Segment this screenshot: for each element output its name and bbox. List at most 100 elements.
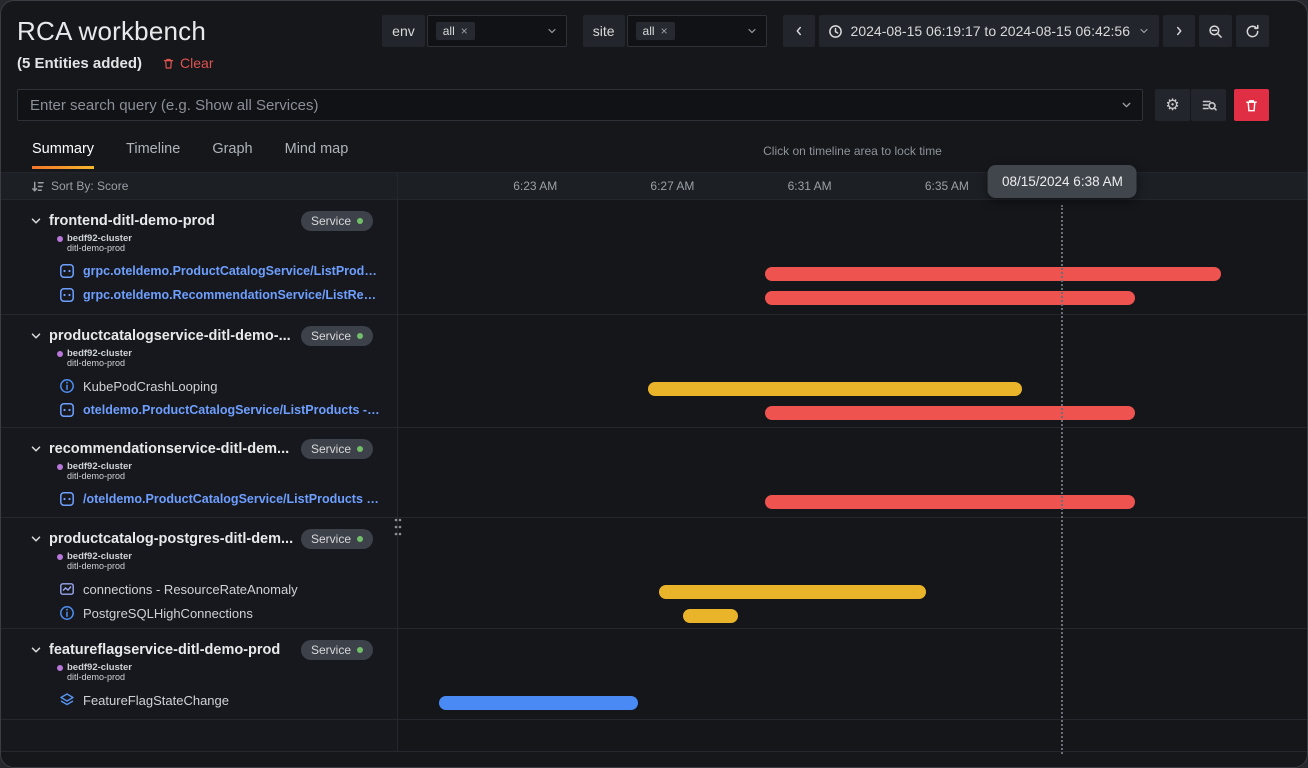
tab-summary[interactable]: Summary [32,141,95,169]
time-range-controls: 2024-08-15 06:19:17 to 2024-08-15 06:42:… [782,15,1269,47]
namespace-name: ditl-demo-prod [67,243,126,254]
alert-info-icon [59,378,75,394]
timeline-lane [398,518,1307,628]
timeline-bar[interactable] [765,267,1222,281]
axis-tick-label: 6:23 AM [513,179,558,193]
query-tools: ⚙ [1155,89,1226,121]
entity-signal[interactable]: oteldemo.ProductCatalogService/ListProdu… [59,398,385,422]
entity-row: frontend-ditl-demo-prod Service bedf92-clu… [1,200,1307,315]
timeline-bar[interactable] [682,609,738,623]
delete-query-button[interactable] [1234,89,1269,121]
signal-label[interactable]: PostgreSQLHighConnections [83,605,253,621]
api-call-icon [59,287,75,303]
entity-type-label: Service [310,442,351,456]
chevron-down-icon[interactable] [29,643,43,657]
chevron-down-icon[interactable] [29,532,43,546]
chevron-down-icon[interactable] [1120,99,1133,112]
time-shift-forward-button[interactable] [1163,15,1195,47]
site-selected-chip: all × [635,22,675,40]
top-bar: RCA workbench env all × site [1,1,1307,49]
search-list-icon [1202,100,1217,111]
refresh-button[interactable] [1236,15,1269,47]
entity-type-badge: Service [300,529,373,549]
signal-link[interactable]: grpc.oteldemo.RecommendationService/List… [83,288,383,303]
timeline-bar[interactable] [439,696,639,710]
chevron-down-icon[interactable] [29,329,43,343]
tab-graph[interactable]: Graph [212,141,253,157]
signal-link[interactable]: grpc.oteldemo.ProductCatalogService/List… [83,264,383,279]
entity-signal[interactable]: grpc.oteldemo.RecommendationService/List… [59,283,385,307]
tab-mind-map[interactable]: Mind map [284,141,349,157]
chevron-down-icon [546,25,558,37]
trash-icon [1246,99,1257,111]
entity-cell: featureflagservice-ditl-demo-prod Service… [1,629,398,719]
env-selected-value: all [442,24,455,38]
timeline-lane [398,428,1307,517]
gear-icon: ⚙ [1165,97,1180,114]
signal-label[interactable]: KubePodCrashLooping [83,378,218,394]
chevron-down-icon[interactable] [29,214,43,228]
entity-title[interactable]: featureflagservice-ditl-demo-prod [49,642,281,658]
zoom-out-time-button[interactable] [1199,15,1232,47]
query-inspector-button[interactable] [1191,89,1226,121]
search-input[interactable] [17,89,1143,121]
entity-title[interactable]: recommendationservice-ditl-dem... [49,441,290,457]
health-dot [357,446,363,452]
cluster-dot [57,554,63,561]
health-dot [357,647,363,653]
time-range-picker-button[interactable]: 2024-08-15 06:19:17 to 2024-08-15 06:42:… [818,15,1159,47]
api-call-icon [59,402,75,418]
panel-resize-handle[interactable] [394,515,402,539]
signal-link[interactable]: oteldemo.ProductCatalogService/ListProdu… [83,403,383,418]
cluster-name: bedf92-cluster [67,233,132,244]
entity-type-badge: Service [300,640,373,660]
env-select[interactable]: all × [426,15,567,47]
entity-signal[interactable]: PostgreSQLHighConnections [59,601,385,625]
clear-entities-button[interactable]: Clear [162,55,214,71]
site-selected-value: all [642,24,655,38]
entity-signal[interactable]: grpc.oteldemo.ProductCatalogService/List… [59,259,385,283]
axis-tick-label: 6:35 AM [924,179,969,193]
summary-content: frontend-ditl-demo-prod Service bedf92-clu… [1,200,1307,765]
timeline-bar[interactable] [765,291,1136,305]
entity-cell: frontend-ditl-demo-prod Service bedf92-clu… [1,200,398,314]
remove-env-value-icon[interactable]: × [460,24,468,38]
timeline-lock-hint: Click on timeline area to lock time [763,144,942,158]
namespace-name: ditl-demo-prod [67,471,126,482]
entity-row: productcatalogservice-ditl-demo-... Servi… [1,315,1307,428]
entity-row: featureflagservice-ditl-demo-prod Service… [1,629,1307,720]
tab-timeline[interactable]: Timeline [126,141,181,157]
timeline-bar[interactable] [765,406,1136,420]
signal-label[interactable]: connections - ResourceRateAnomaly [83,581,298,597]
entity-signal[interactable]: KubePodCrashLooping [59,374,385,398]
cluster-name: bedf92-cluster [67,551,132,562]
timeline-bar[interactable] [658,585,927,599]
entity-type-badge: Service [300,439,373,459]
timeline-bar[interactable] [648,382,1023,396]
entity-title[interactable]: productcatalog-postgres-ditl-dem... [49,531,294,547]
entity-signal[interactable]: connections - ResourceRateAnomaly [59,577,385,601]
top-controls: env all × site all × [382,15,1269,47]
chevron-down-icon[interactable] [29,442,43,456]
site-label: site [582,15,625,47]
entity-type-label: Service [310,214,351,228]
settings-button[interactable]: ⚙ [1155,89,1190,121]
entity-signal[interactable]: FeatureFlagStateChange [59,688,385,712]
search-row: ⚙ [17,89,1269,121]
entity-signal[interactable]: /oteldemo.ProductCatalogService/ListProd… [59,487,385,511]
sort-by-control[interactable]: Sort By: Score [1,173,398,199]
remove-site-value-icon[interactable]: × [660,24,668,38]
cluster-dot [57,665,63,672]
signal-label[interactable]: FeatureFlagStateChange [83,692,229,708]
signal-link[interactable]: /oteldemo.ProductCatalogService/ListProd… [83,492,383,507]
site-select[interactable]: all × [626,15,767,47]
env-selected-chip: all × [435,22,475,40]
namespace-name: ditl-demo-prod [67,358,126,369]
entity-title[interactable]: frontend-ditl-demo-prod [49,213,215,229]
entity-title[interactable]: productcatalogservice-ditl-demo-... [49,328,291,344]
cluster-name: bedf92-cluster [67,348,132,359]
health-dot [357,333,363,339]
timeline-bar[interactable] [765,495,1136,509]
time-shift-back-button[interactable] [782,15,815,47]
